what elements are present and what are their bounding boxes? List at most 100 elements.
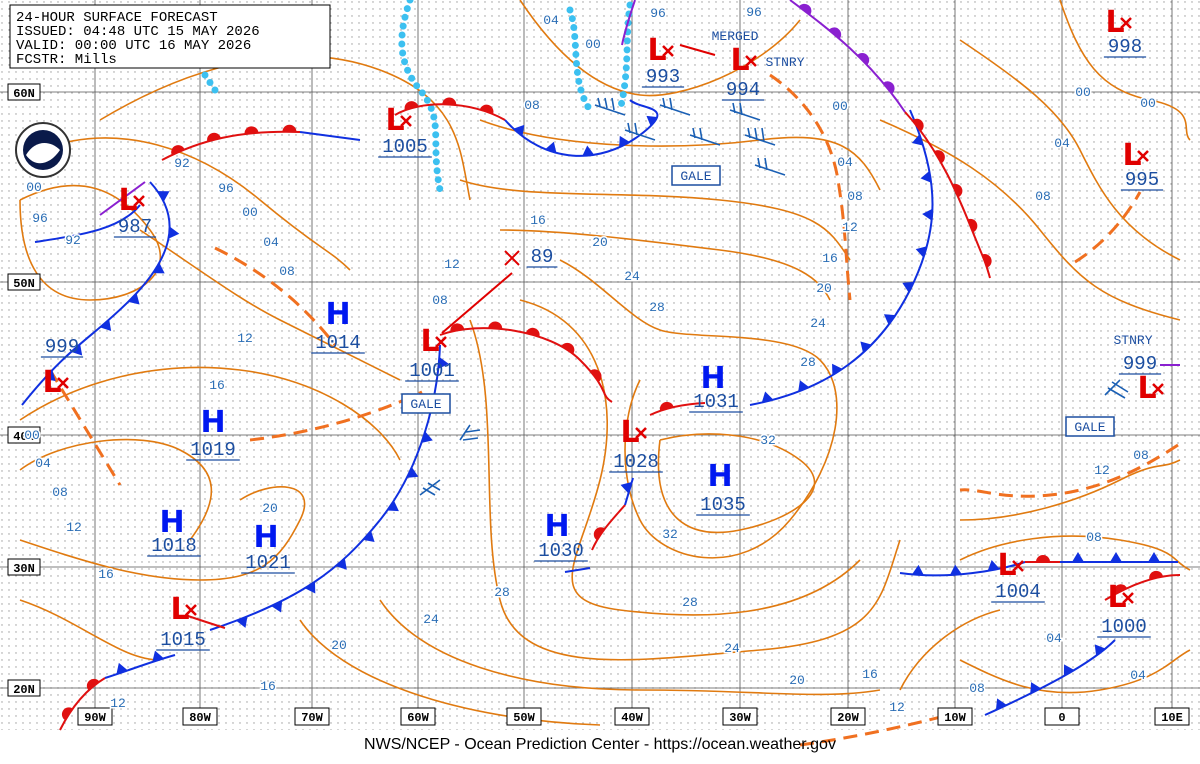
- isobar-label: 12: [110, 696, 126, 711]
- annotation: STNRY: [1113, 333, 1152, 348]
- header-issued: ISSUED: 04:48 UTC 15 MAY 2026: [16, 24, 260, 40]
- isobar-label: 20: [262, 501, 278, 516]
- gale-warning: GALE: [410, 397, 441, 412]
- pressure-value: 1014: [315, 332, 361, 354]
- front-symbol: [798, 380, 810, 392]
- header-box: [9, 4, 331, 69]
- cold-front-triangle: [987, 559, 1000, 571]
- cold-front-triangle: [44, 369, 56, 382]
- isobar-label: 16: [98, 567, 114, 582]
- isobar-label: 28: [800, 355, 816, 370]
- longitude-label-box: [506, 707, 542, 726]
- isobar-label: 04: [837, 155, 853, 170]
- pressure-value: 999: [1123, 353, 1157, 375]
- isobar-label: 96: [746, 5, 762, 20]
- warm-front-semicircle: [883, 81, 895, 94]
- isobar-label: 28: [494, 585, 510, 600]
- front-symbol: [157, 191, 170, 202]
- warm-front-semicircle: [86, 678, 100, 691]
- pressure-value: 1035: [700, 494, 746, 516]
- front-symbol: [525, 327, 540, 337]
- front-symbol: [949, 564, 962, 576]
- high-symbol: H: [200, 405, 225, 440]
- cold-front-triangle: [406, 467, 419, 478]
- gale-box: [671, 165, 721, 186]
- isobar-label: 00: [585, 37, 601, 52]
- front-symbol: [335, 558, 347, 570]
- isobar-label: 04: [1130, 668, 1146, 683]
- cold-front-triangle: [157, 191, 170, 202]
- front-symbol: [883, 314, 896, 325]
- warm-front-semicircle: [857, 53, 870, 66]
- cold-front-triangle: [236, 616, 248, 628]
- warm-front-semicircle: [952, 183, 963, 198]
- cold-front-triangle: [1094, 644, 1106, 656]
- front-symbol: [561, 342, 575, 354]
- longitude-label: 50W: [513, 711, 535, 725]
- sea-ice-edge: [201, 0, 634, 194]
- isobar-label: 04: [543, 13, 559, 28]
- isobar-label: 08: [432, 293, 448, 308]
- low-center-x: [133, 195, 145, 207]
- front-symbol: [619, 135, 630, 148]
- longitude-label-box: [182, 707, 218, 726]
- warm-front-semicircle: [593, 527, 605, 541]
- longitude-label-box: [1044, 707, 1080, 726]
- front-symbol: [987, 559, 1000, 571]
- pressure-value: 1019: [190, 439, 236, 461]
- gale-box: [1065, 416, 1115, 437]
- front-symbol: [620, 481, 632, 494]
- front-symbol: [832, 363, 843, 376]
- warm-front-semicircle: [244, 126, 259, 135]
- cold-front-triangle: [620, 481, 632, 494]
- front-symbol: [761, 391, 774, 403]
- warm-front-semicircle: [912, 118, 924, 132]
- low-symbol: L: [42, 365, 61, 400]
- cold-front-triangle: [1030, 682, 1041, 694]
- warm-front-semicircle: [967, 218, 978, 233]
- warm-front-semicircle: [442, 97, 457, 105]
- front-symbol: [545, 141, 557, 154]
- front-symbol: [860, 341, 872, 353]
- isobar-label: 12: [66, 520, 82, 535]
- front-symbol: [902, 281, 914, 293]
- low-symbol: L: [1122, 138, 1141, 173]
- cold-front-triangle: [798, 380, 810, 392]
- isobar-label: 08: [1133, 448, 1149, 463]
- front-symbol: [152, 650, 164, 662]
- longitude-label-box: [614, 707, 650, 726]
- front-symbol: [128, 293, 140, 305]
- front-symbol: [593, 527, 605, 541]
- warm-front-semicircle: [1036, 555, 1050, 562]
- isobar-label: 96: [650, 6, 666, 21]
- isobar-label: 00: [1075, 85, 1091, 100]
- isobar-label: 08: [279, 264, 295, 279]
- front-symbol: [404, 101, 419, 110]
- isobar-label: 08: [1086, 530, 1102, 545]
- front-symbol: [363, 530, 375, 542]
- longitude-label: 70W: [301, 711, 323, 725]
- isobar-label: 00: [832, 99, 848, 114]
- front-symbol: [1148, 552, 1160, 562]
- low-center-x: [662, 45, 674, 57]
- isobar-label: 12: [444, 257, 460, 272]
- isobars: [19, 0, 1191, 726]
- cold-front-triangle: [860, 341, 872, 353]
- cold-front-triangle: [513, 124, 525, 137]
- latitude-label-box: [7, 679, 41, 697]
- cold-front-triangle: [582, 145, 595, 157]
- front-symbol: [883, 81, 895, 94]
- front-symbol: [911, 134, 924, 146]
- cold-front-triangle: [761, 391, 774, 403]
- high-symbol: H: [325, 297, 350, 332]
- front-symbol: [915, 246, 928, 258]
- low-symbol: L: [420, 324, 439, 359]
- cold-front-triangle: [1110, 552, 1122, 562]
- isobar-label: 00: [24, 428, 40, 443]
- front-symbol: [171, 145, 185, 155]
- isobar-label: 24: [423, 612, 439, 627]
- front-symbol: [995, 698, 1007, 711]
- cold-front-triangle: [421, 431, 433, 443]
- pressure-value: 993: [646, 66, 680, 88]
- pressure-value: 89: [531, 246, 554, 268]
